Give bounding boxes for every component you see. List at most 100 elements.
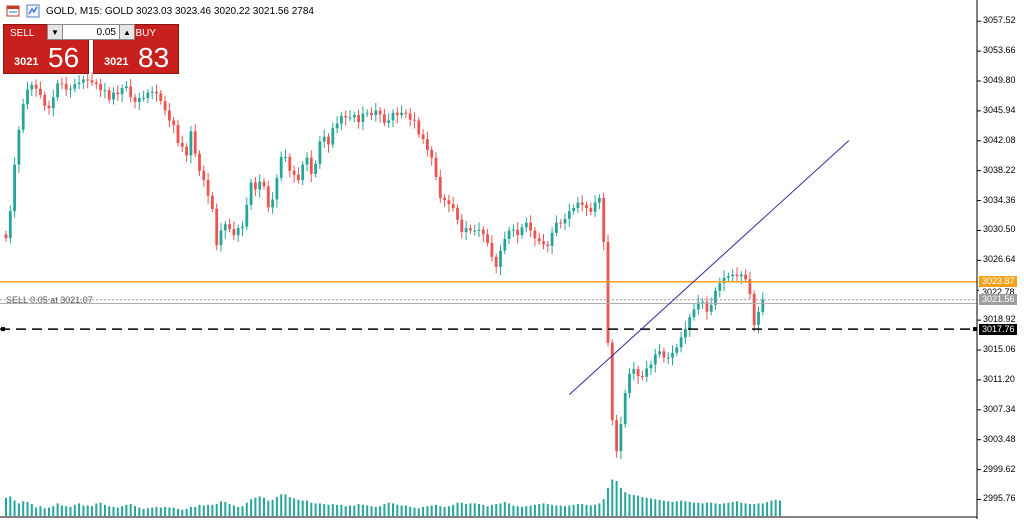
candle-body <box>516 229 520 236</box>
volume-bar <box>503 502 506 516</box>
volume-bar <box>654 499 657 516</box>
lot-size-input[interactable] <box>63 26 119 38</box>
volume-bar <box>529 505 532 516</box>
price-tag-dashed: 3017.76 <box>979 323 1017 335</box>
candle <box>649 360 653 375</box>
volume-bar <box>594 504 597 516</box>
volume-bar <box>250 499 253 516</box>
volume-bar <box>714 503 717 516</box>
candle-body <box>701 301 704 303</box>
candle-body <box>26 89 29 105</box>
candle-body <box>752 293 756 325</box>
candle-body <box>69 88 72 90</box>
volume-bar <box>336 504 339 516</box>
candle <box>189 125 193 164</box>
volume-bar <box>495 504 498 516</box>
candle <box>443 194 446 207</box>
volume-bar <box>207 504 210 516</box>
candle-body <box>555 222 558 233</box>
candle <box>13 157 16 218</box>
candle <box>623 389 627 428</box>
price-levels <box>0 140 977 396</box>
candle-body <box>125 86 128 88</box>
candle <box>735 267 739 283</box>
volume-bar <box>521 506 523 516</box>
volume-bar <box>159 507 162 516</box>
candle-body <box>292 170 296 175</box>
candle-body <box>297 174 300 181</box>
candle-body <box>344 115 348 118</box>
volume-bar <box>581 504 584 516</box>
sell-button[interactable]: SELL 3021 56 <box>3 24 89 74</box>
volume-bar <box>658 499 661 516</box>
chart-window-icon[interactable] <box>6 4 20 18</box>
volume-bar <box>422 506 425 516</box>
candle <box>438 169 442 203</box>
candle-body <box>17 129 21 165</box>
candle <box>679 331 683 353</box>
candle <box>103 82 107 99</box>
candle <box>236 224 240 242</box>
lot-decrease-button[interactable]: ▼ <box>48 25 63 39</box>
candle-body <box>271 199 274 208</box>
candle <box>176 119 180 147</box>
volume-bar <box>125 504 128 516</box>
candle-body <box>400 112 403 116</box>
volume-bar <box>228 504 231 516</box>
candle <box>73 78 77 93</box>
candle <box>714 287 717 310</box>
candle <box>219 223 223 252</box>
volume-bar <box>271 499 274 516</box>
candle <box>473 225 477 236</box>
volume-bar <box>404 505 407 516</box>
chart-header: GOLD, M15: GOLD 3023.03 3023.46 3020.22 … <box>0 0 314 22</box>
volume-bar <box>374 506 377 516</box>
lot-increase-button[interactable]: ▲ <box>119 25 134 39</box>
trendline <box>568 140 850 396</box>
volume-bar <box>701 503 704 516</box>
candle <box>563 213 567 231</box>
candle-body <box>705 301 709 312</box>
candle <box>120 84 124 103</box>
candle <box>606 234 610 347</box>
volume-bar <box>499 503 502 516</box>
candle-body <box>348 117 352 119</box>
candle <box>133 93 137 109</box>
candle <box>262 178 266 190</box>
candle <box>542 233 545 250</box>
volume-bar <box>675 501 678 516</box>
candle <box>361 106 365 131</box>
volume-bar <box>65 506 68 516</box>
candle-body <box>469 228 472 231</box>
sell-price-small: 3021 <box>14 56 39 68</box>
candle <box>331 122 335 148</box>
price-axis-label: 3018.92 <box>983 314 1016 325</box>
candle <box>610 339 614 426</box>
candle <box>615 414 618 458</box>
volume-bar <box>632 495 635 516</box>
volume-bar <box>602 499 605 516</box>
candle <box>340 112 343 131</box>
candle-body <box>340 115 343 124</box>
candle-body <box>636 369 640 377</box>
candle-body <box>258 181 262 190</box>
volume-bar <box>680 500 683 516</box>
candle <box>512 224 515 238</box>
candle-body <box>408 113 412 120</box>
candle <box>60 77 64 90</box>
sell-position-label: SELL 0.05 at 3021.07 <box>6 295 93 306</box>
candle-body <box>649 364 653 369</box>
candle <box>456 204 459 225</box>
candle <box>94 79 98 90</box>
candle <box>8 205 12 244</box>
expert-icon[interactable] <box>26 4 40 18</box>
candle <box>232 221 236 241</box>
chart-grid <box>977 20 981 500</box>
candle-body <box>266 186 270 208</box>
candle-body <box>335 123 339 129</box>
candle <box>258 174 262 198</box>
candle-body <box>580 202 584 205</box>
volume-bar <box>245 502 248 516</box>
